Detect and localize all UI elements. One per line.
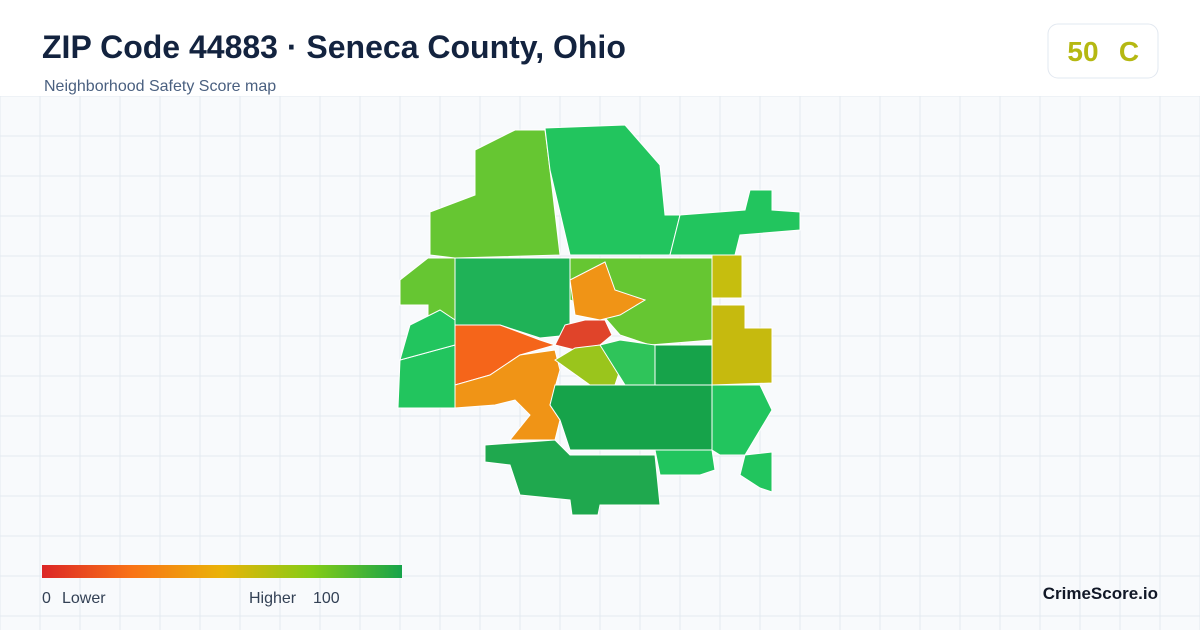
legend-bar [42,565,402,578]
region [711,384,773,456]
region [429,129,561,259]
region [654,344,713,386]
region [711,254,743,299]
title: ZIP Code 44883 · Seneca County, Ohio [42,29,626,65]
region [549,384,713,451]
header-band [0,0,1200,96]
region [484,439,661,516]
map [397,124,801,516]
region [654,449,716,476]
legend-max: 100 [313,590,340,607]
subtitle: Neighborhood Safety Score map [44,78,276,95]
legend-max-label: Higher [249,590,297,607]
score-badge [1047,23,1159,79]
region [454,349,561,441]
brand: CrimeScore.io [1043,584,1158,603]
region [399,309,456,361]
grade: C [1119,36,1139,67]
legend-min: 0 [42,590,51,607]
score: 50 [1067,36,1098,67]
legend-min-label: Lower [62,590,106,607]
region [569,261,647,321]
region [739,451,773,493]
region [554,319,613,351]
